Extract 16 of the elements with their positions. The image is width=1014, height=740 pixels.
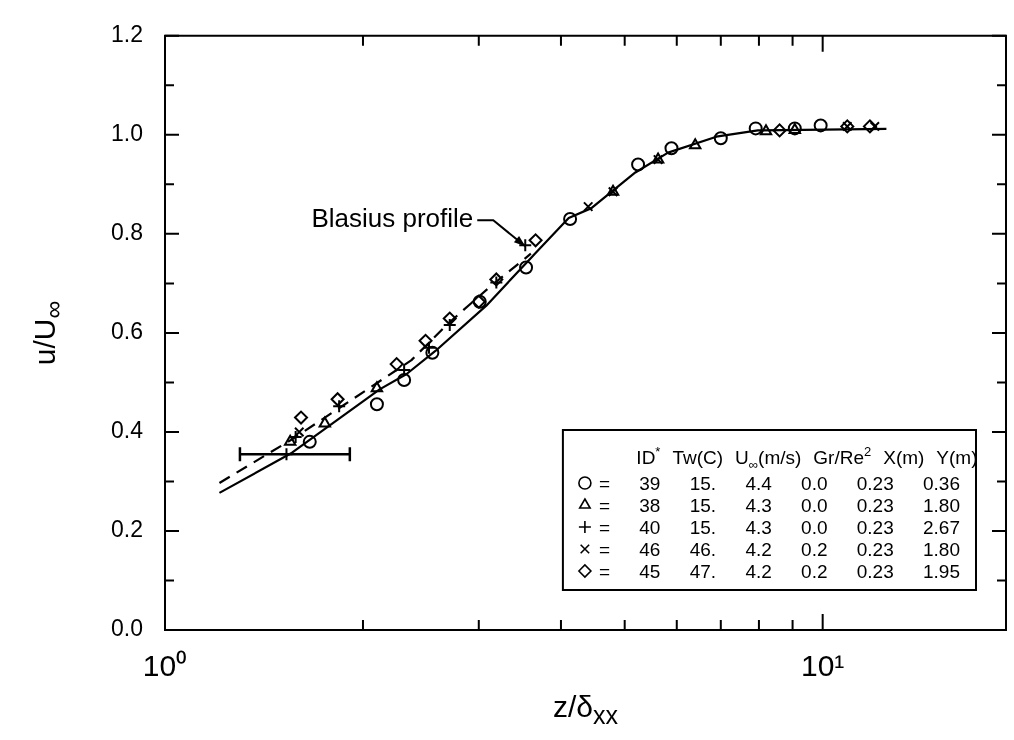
legend-label: = 46 46. 4.2 0.2 0.23 1.80 <box>598 539 961 560</box>
legend-label: = 40 15. 4.3 0.0 0.23 2.67 <box>598 517 961 538</box>
y-tick-label: 1.2 <box>111 21 143 48</box>
y-tick-label: 0.8 <box>111 219 143 246</box>
annotation: Blasius profile <box>311 203 474 234</box>
y-tick-label: 0.0 <box>111 615 143 642</box>
legend-label: = 45 47. 4.2 0.2 0.23 1.95 <box>598 561 961 582</box>
y-tick-label: 0.2 <box>111 516 143 543</box>
x-tick-label: 10¹ <box>800 649 845 683</box>
legend-label: = 38 15. 4.3 0.0 0.23 1.80 <box>598 495 961 516</box>
legend-label: = 39 15. 4.4 0.0 0.23 0.36 <box>598 473 961 494</box>
x-tick-label: 10⁰ <box>142 649 188 683</box>
y-tick-label: 0.4 <box>111 417 144 444</box>
y-tick-label: 0.6 <box>111 318 143 345</box>
x-axis-title: z/δ$_{xx}$ <box>553 690 619 730</box>
y-tick-label: 1.0 <box>111 120 143 147</box>
